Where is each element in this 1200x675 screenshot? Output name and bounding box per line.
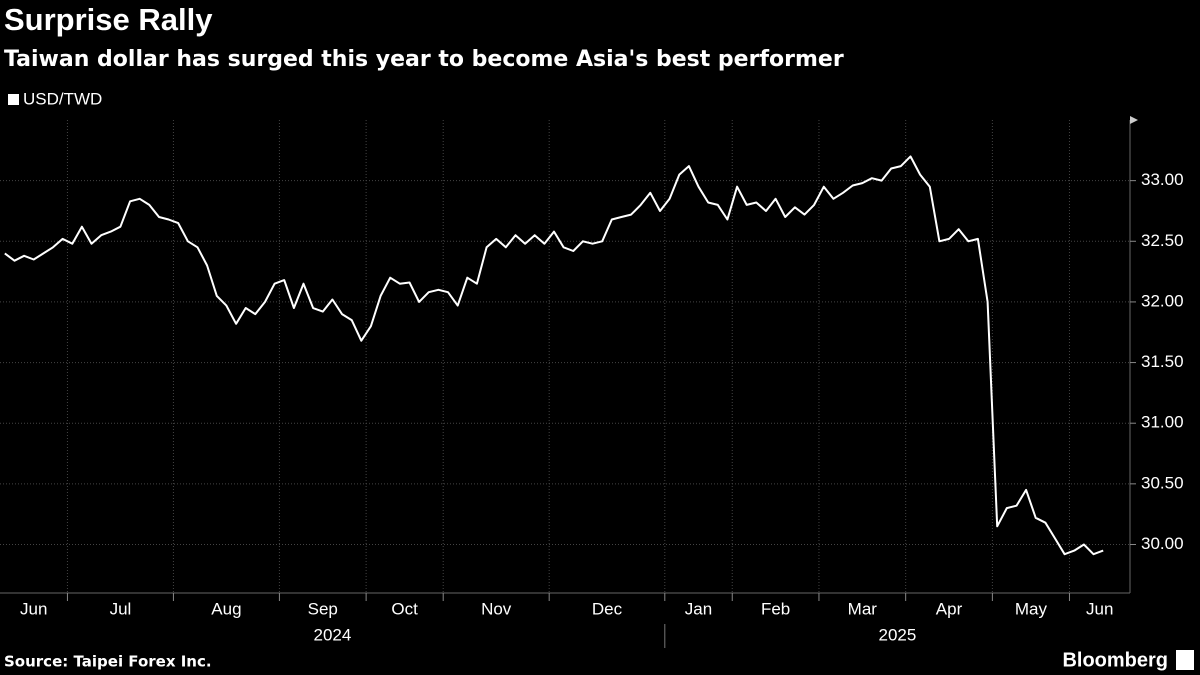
y-tick-label: 30.00 <box>1141 534 1184 553</box>
year-label: 2025 <box>878 625 916 644</box>
chart-title: Surprise Rally <box>4 2 213 37</box>
x-tick-label: Dec <box>592 599 623 618</box>
x-tick-label: Feb <box>761 599 790 618</box>
legend-label: USD/TWD <box>23 89 102 108</box>
x-tick-label: May <box>1015 599 1048 618</box>
legend-swatch <box>8 94 19 105</box>
y-tick-label: 32.50 <box>1141 231 1184 250</box>
x-tick-label: Jan <box>685 599 712 618</box>
y-tick-label: 33.00 <box>1141 170 1184 189</box>
y-tick-label: 31.00 <box>1141 413 1184 432</box>
year-label: 2024 <box>313 625 351 644</box>
axis-arrow <box>1130 116 1138 124</box>
x-tick-label: Nov <box>481 599 512 618</box>
y-tick-label: 32.00 <box>1141 291 1184 310</box>
y-tick-label: 31.50 <box>1141 352 1184 371</box>
x-tick-label: Jul <box>110 599 132 618</box>
x-tick-label: Jun <box>20 599 47 618</box>
x-tick-label: Oct <box>391 599 418 618</box>
x-tick-label: Sep <box>308 599 338 618</box>
source: Source: Taipei Forex Inc. <box>4 653 212 671</box>
x-tick-label: Mar <box>848 599 878 618</box>
x-tick-label: Apr <box>936 599 963 618</box>
series-line <box>4 155 1104 556</box>
brand-icon <box>1176 650 1194 670</box>
chart-subtitle: Taiwan dollar has surged this year to be… <box>4 47 844 72</box>
x-tick-label: Jun <box>1086 599 1113 618</box>
x-tick-label: Aug <box>211 599 241 618</box>
brand: Bloomberg <box>1062 649 1168 671</box>
y-tick-label: 30.50 <box>1141 473 1184 492</box>
